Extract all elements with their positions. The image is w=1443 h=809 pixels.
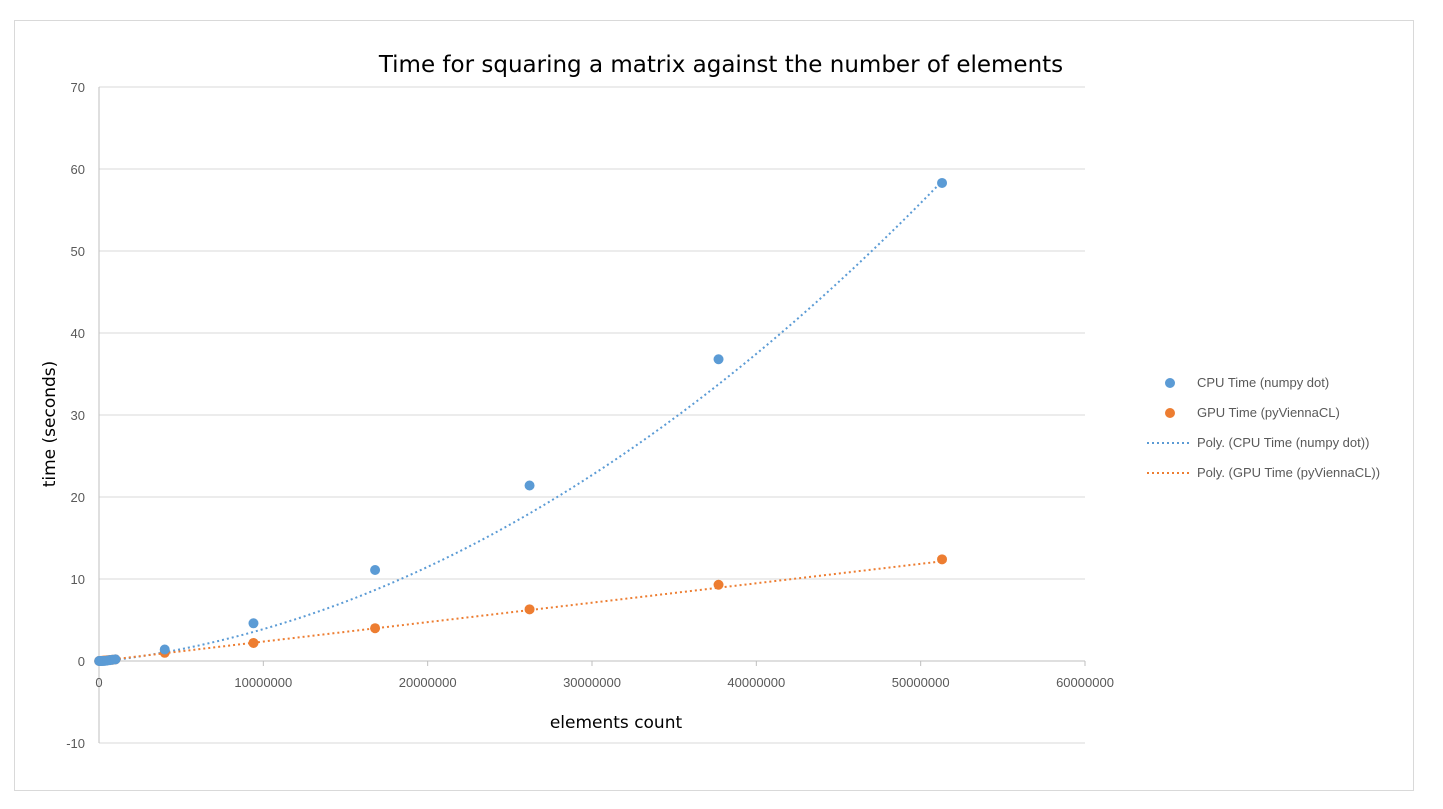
x-tick-label: 0 [95,675,102,690]
x-tick-label: 60000000 [1056,675,1114,690]
x-tick-label: 10000000 [234,675,292,690]
data-point-cpu [370,564,381,575]
legend-item-gpu-trend: Poly. (GPU Time (pyViennaCL)) [1147,465,1380,480]
axes: -10 0 10 20 30 40 50 60 70 0 10000000 20000000 30000… [66,80,1114,751]
data-point-cpu [524,480,535,491]
x-tick-label: 30000000 [563,675,621,690]
data-point-gpu [524,604,535,615]
data-point-cpu [159,644,170,655]
y-tick-label: 50 [71,244,85,259]
x-tick-label: 40000000 [727,675,785,690]
data-point-cpu [713,354,724,365]
data-point-gpu [370,623,381,634]
legend-label-gpu-trend: Poly. (GPU Time (pyViennaCL)) [1197,465,1380,480]
data-point-cpu [937,177,948,188]
x-tick-label: 20000000 [399,675,457,690]
data-point-gpu [713,579,724,590]
legend-item-cpu-scatter: CPU Time (numpy dot) [1165,375,1329,390]
data-point-cpu [248,618,259,629]
y-tick-label: 40 [71,326,85,341]
data-point-cpu [110,654,121,665]
legend-marker-cpu [1165,378,1175,388]
trendlines [98,180,943,663]
x-tick-label: 50000000 [892,675,950,690]
trendline-cpu [98,180,943,663]
y-tick-label: 60 [71,162,85,177]
y-tick-label: 10 [71,572,85,587]
gridlines [99,86,1085,744]
data-points [94,177,948,666]
y-tick-label: 0 [78,654,85,669]
chart-area [14,20,1414,791]
y-tick-label: 20 [71,490,85,505]
x-axis-title: elements count [550,713,683,733]
legend: CPU Time (numpy dot) GPU Time (pyViennaC… [1147,375,1380,480]
y-tick-label: -10 [66,736,85,751]
legend-item-cpu-trend: Poly. (CPU Time (numpy dot)) [1147,435,1369,450]
y-axis-title: time (seconds) [40,361,60,488]
trendline-gpu [98,560,943,662]
chart-title: Time for squaring a matrix against the n… [378,52,1063,78]
y-tick-label: 70 [71,80,85,95]
legend-label-cpu-trend: Poly. (CPU Time (numpy dot)) [1197,435,1369,450]
legend-label-cpu: CPU Time (numpy dot) [1197,375,1329,390]
legend-item-gpu-scatter: GPU Time (pyViennaCL) [1165,405,1340,420]
legend-marker-gpu [1165,408,1175,418]
data-point-gpu [937,554,948,565]
legend-label-gpu: GPU Time (pyViennaCL) [1197,405,1340,420]
data-point-gpu [248,637,259,648]
y-tick-label: 30 [71,408,85,423]
